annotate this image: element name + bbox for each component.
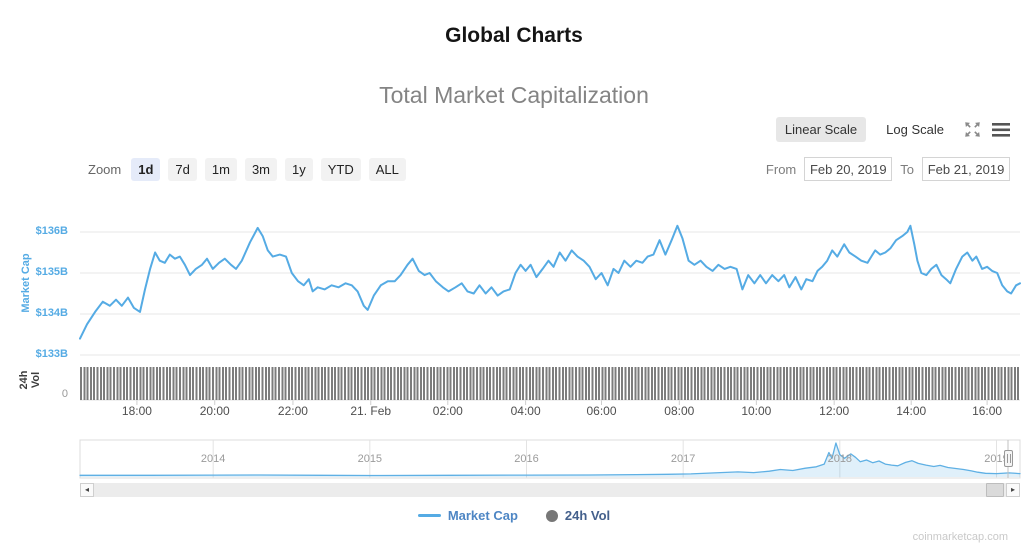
x-axis-tick-label: 21. Feb — [350, 404, 392, 418]
from-date-input[interactable] — [804, 157, 893, 181]
volume-bars[interactable] — [80, 367, 1020, 400]
log-scale-button[interactable]: Log Scale — [886, 122, 944, 137]
x-axis-tick-label: 14:00 — [896, 404, 927, 418]
x-axis-tick-label: 18:00 — [121, 404, 152, 418]
zoom-button-all[interactable]: ALL — [368, 157, 406, 181]
linear-scale-button[interactable]: Linear Scale — [775, 117, 867, 142]
page-title: Global Charts — [445, 24, 583, 47]
to-date-input[interactable] — [922, 157, 1010, 181]
x-axis-tick-label: 20:00 — [199, 404, 230, 418]
zoom-button-3m[interactable]: 3m — [244, 157, 277, 181]
scrollbar-left-arrow[interactable]: ◂ — [80, 483, 94, 497]
x-axis-tick-label: 02:00 — [432, 404, 463, 418]
zoom-label: Zoom — [88, 161, 122, 177]
navigator-year-label: 2014 — [200, 453, 226, 465]
y-axis-tick-label: $133B — [35, 348, 68, 360]
x-axis-tick-label: 08:00 — [664, 404, 695, 418]
watermark: coinmarketcap.com — [912, 531, 1008, 543]
x-axis-tick-label: 22:00 — [277, 404, 308, 418]
chart-legend: Market Cap 24h Vol — [0, 508, 1028, 523]
scrollbar-right-arrow[interactable]: ▸ — [1006, 483, 1020, 497]
vol-circle-swatch — [545, 509, 558, 522]
zoom-button-1d[interactable]: 1d — [131, 157, 161, 181]
menu-icon[interactable] — [992, 122, 1010, 137]
navigator-year-label: 2015 — [357, 453, 383, 465]
navigator-scrollbar-track[interactable] — [80, 483, 1020, 497]
legend-label-24h-vol: 24h Vol — [564, 508, 611, 523]
navigator-year-label: 2016 — [514, 453, 539, 465]
y-axis-tick-label: $135B — [35, 266, 68, 278]
y-axis-tick-label: $134B — [35, 307, 68, 319]
navigator-year-label: 2019 — [984, 453, 1009, 465]
x-axis-tick-label: 10:00 — [741, 404, 772, 418]
y-axis-tick-label: $136B — [35, 225, 68, 237]
to-label: To — [900, 161, 914, 177]
zoom-button-ytd[interactable]: YTD — [320, 157, 361, 181]
zoom-button-1y[interactable]: 1y — [285, 157, 313, 181]
scale-toggle: Linear Scale Log Scale — [775, 117, 1010, 142]
legend-label-market-cap: Market Cap — [447, 508, 518, 523]
chart-title: Total Market Capitalization — [379, 82, 649, 108]
navigator-handle[interactable] — [1004, 450, 1013, 467]
legend-item-24h-vol[interactable]: 24h Vol — [545, 508, 611, 523]
volume-zero-tick-label: 0 — [61, 388, 68, 400]
x-axis-tick-label: 04:00 — [510, 404, 541, 418]
from-label: From — [765, 161, 797, 177]
toolbar-row: Zoom 1d 7d 1m 3m 1y YTD ALL From To — [88, 157, 1010, 181]
zoom-button-1m[interactable]: 1m — [204, 157, 237, 181]
fullscreen-icon[interactable] — [964, 121, 981, 138]
zoom-button-7d[interactable]: 7d — [168, 157, 197, 181]
date-range-controls: From To — [766, 157, 1010, 181]
x-axis-tick-label: 12:00 — [819, 404, 850, 418]
market-cap-line-swatch — [417, 514, 441, 517]
x-axis-tick-label: 06:00 — [586, 404, 617, 418]
legend-item-market-cap[interactable]: Market Cap — [417, 508, 518, 523]
navigator-scrollbar-thumb[interactable] — [986, 483, 1004, 497]
navigator-year-label: 2018 — [827, 453, 853, 465]
x-axis-tick-label: 16:00 — [972, 404, 1003, 418]
zoom-controls: Zoom 1d 7d 1m 3m 1y YTD ALL — [88, 157, 406, 181]
navigator-year-label: 2017 — [670, 453, 696, 465]
